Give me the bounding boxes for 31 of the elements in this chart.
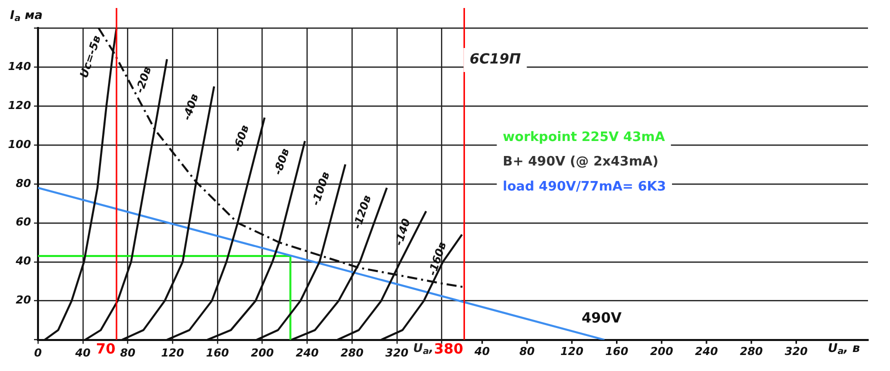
x-tick-label: 120 — [161, 346, 184, 360]
annotation: 6С19П — [470, 52, 522, 68]
x-tick-label: 200 — [250, 346, 274, 360]
text: -160в — [426, 240, 450, 278]
y-tick-label: 120 — [8, 98, 32, 112]
x-tick-label: 240 — [296, 346, 320, 360]
x-tick-label: 40 — [74, 346, 91, 360]
text: -140 — [392, 216, 414, 248]
x-tick-label: 280 — [340, 346, 364, 360]
x-tick-label: 160 — [206, 346, 230, 360]
y-tick-label: 100 — [8, 138, 32, 151]
text: -40в — [180, 92, 202, 122]
x-tick-label: 320 — [385, 346, 409, 360]
text: -60в — [230, 123, 252, 154]
y-tick-label: 80 — [16, 176, 32, 190]
text: -20в — [133, 64, 154, 95]
x-tick-label: 0 — [34, 346, 42, 360]
text: -100в — [309, 170, 332, 208]
annotation: B+ 490V (@ 2x43mA) — [502, 154, 658, 170]
text: -120в — [350, 194, 374, 230]
ref-line-label: 70 — [96, 341, 116, 358]
y-tick-label: 60 — [16, 216, 32, 229]
y-tick-label: 40 — [14, 254, 32, 268]
y-tick-label: 140 — [8, 60, 32, 73]
y-tick-label: 20 — [16, 294, 32, 307]
x-tick-label: 80 — [120, 346, 136, 360]
annotation: 490V — [582, 310, 622, 326]
text: -80в — [271, 146, 292, 176]
annotation: workpoint 225V 43mA — [502, 130, 665, 145]
ref-line-label: 380 — [434, 341, 464, 358]
annotation: load 490V/77mA= 6K3 — [502, 180, 666, 195]
